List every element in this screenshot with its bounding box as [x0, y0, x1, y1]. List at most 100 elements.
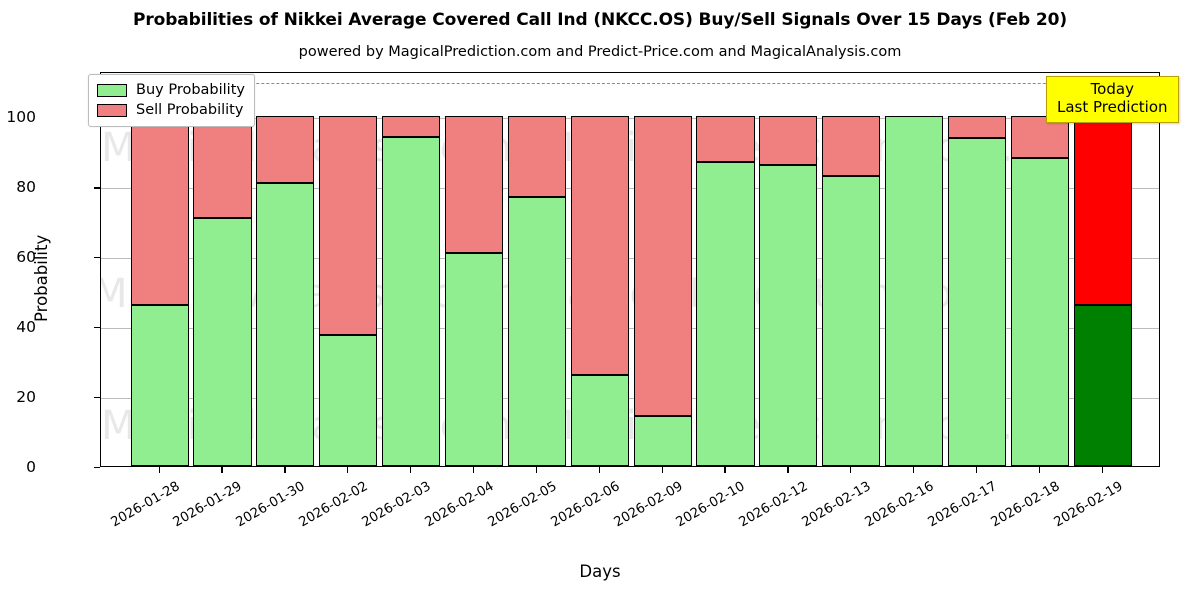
x-axis-tick-mark [975, 467, 978, 473]
chart-legend: Buy Probability Sell Probability [88, 74, 255, 127]
bar-group [130, 73, 189, 466]
bar-segment-buy [130, 305, 189, 466]
x-axis-tick-mark [724, 467, 726, 473]
today-label: Today [1090, 80, 1134, 98]
legend-item-buy: Buy Probability [97, 80, 245, 100]
y-axis-tick-mark [94, 327, 100, 329]
legend-label-sell: Sell Probability [136, 102, 244, 118]
bar-group [570, 73, 629, 466]
reference-line [101, 83, 1159, 85]
bar-segment-buy [696, 161, 755, 466]
bar-group [319, 73, 378, 466]
bar-segment-buy [444, 252, 504, 466]
bar-segment-buy [759, 165, 818, 466]
y-axis-tick-mark [94, 467, 100, 469]
gridline [101, 398, 1159, 400]
x-axis-tick-mark [284, 467, 286, 473]
bar-segment-sell [633, 116, 692, 417]
bar-segment-buy [382, 137, 441, 466]
x-axis-tick-label: 2026-01-28 [108, 479, 183, 531]
bar-segment-buy [256, 182, 315, 466]
x-axis-tick-label: 2026-02-18 [988, 479, 1063, 531]
bar-segment-sell [256, 116, 315, 183]
x-axis-tick-mark [1101, 467, 1103, 473]
y-axis-tick-mark [94, 397, 100, 399]
bar-segment-sell [319, 116, 378, 335]
chart-title: Probabilities of Nikkei Average Covered … [133, 10, 1067, 30]
bar-group [1073, 73, 1132, 466]
bar-segment-buy [1010, 158, 1069, 466]
bar-segment-buy [822, 175, 881, 466]
x-axis-label: Days [579, 562, 621, 581]
y-axis-tick-label: 60 [16, 248, 36, 267]
bar-group [822, 73, 881, 466]
bar-segment-sell [444, 116, 504, 253]
bar-segment-sell [947, 116, 1006, 139]
x-axis-tick-label: 2026-02-10 [674, 479, 748, 531]
x-axis-tick-mark [787, 467, 789, 473]
x-axis-tick-label: 2026-02-12 [736, 479, 811, 531]
x-axis-tick-mark [347, 467, 349, 473]
bar-segment-sell [193, 116, 252, 218]
x-axis-tick-mark [661, 467, 663, 473]
bar-segment-buy [884, 116, 944, 466]
x-axis-tick-mark [158, 467, 160, 473]
plot-inner: MagicalAnalysis.com MagicalPrediction.co… [101, 73, 1159, 466]
today-annotation: Today Last Prediction [1046, 76, 1179, 123]
bar-segment-buy [570, 375, 629, 466]
gridline [101, 188, 1159, 190]
x-axis-tick-label: 2026-02-05 [485, 479, 560, 531]
bar-segment-sell [1073, 116, 1132, 306]
chart-subtitle: powered by MagicalPrediction.com and Pre… [298, 44, 902, 60]
bar-group [696, 73, 755, 466]
gridline [101, 118, 1159, 120]
gridline [101, 328, 1159, 330]
y-axis-tick-label: 40 [16, 318, 36, 337]
x-axis-tick-mark [410, 467, 412, 473]
y-axis-tick-label: 0 [26, 458, 36, 476]
x-axis-tick-mark [1038, 467, 1040, 473]
bar-segment-sell [507, 116, 566, 197]
x-axis-tick-mark [850, 467, 852, 473]
bar-segment-buy [193, 217, 252, 466]
bar-segment-buy [947, 138, 1006, 466]
x-axis-tick-label: 2026-01-30 [233, 479, 308, 531]
x-axis-tick-label: 2026-02-17 [925, 479, 1000, 531]
bar-group [444, 73, 504, 466]
bar-group [1010, 73, 1069, 466]
bar-group [507, 73, 566, 466]
bar-segment-sell [1010, 116, 1069, 159]
bar-segment-sell [130, 116, 189, 306]
x-axis-tick-label: 2026-02-04 [422, 479, 497, 531]
bar-segment-buy [507, 196, 566, 466]
bar-segment-sell [822, 116, 881, 176]
legend-item-sell: Sell Probability [97, 100, 245, 120]
x-axis-tick-label: 2026-02-09 [611, 479, 686, 531]
plot-area: MagicalAnalysis.com MagicalPrediction.co… [100, 72, 1160, 467]
y-axis-label: Probability [32, 234, 51, 322]
x-axis-tick-mark [472, 467, 475, 473]
legend-label-buy: Buy Probability [136, 82, 245, 98]
last-prediction-label: Last Prediction [1057, 98, 1168, 117]
bar-group [633, 73, 692, 466]
y-axis-tick-mark [94, 257, 100, 259]
x-axis-tick-label: 2026-02-02 [296, 479, 371, 531]
x-axis-tick-label: 2026-02-19 [1051, 479, 1126, 531]
bar-segment-sell [759, 116, 818, 166]
x-axis-tick-mark [221, 467, 223, 473]
bar-group [193, 73, 252, 466]
bar-segment-sell [696, 116, 755, 162]
x-axis-tick-label: 2026-02-16 [862, 479, 937, 531]
bar-segment-buy [319, 334, 378, 466]
gridline [101, 258, 1159, 260]
x-axis-tick-mark [913, 467, 915, 473]
y-axis-tick-mark [94, 187, 100, 189]
y-axis-tick-label: 100 [6, 108, 36, 127]
x-axis-tick-label: 2026-02-13 [799, 479, 874, 531]
bar-group [382, 73, 441, 466]
legend-swatch-sell [97, 103, 127, 117]
bar-group [884, 73, 944, 466]
y-axis-tick-label: 80 [16, 178, 36, 197]
bar-segment-sell [570, 116, 629, 376]
